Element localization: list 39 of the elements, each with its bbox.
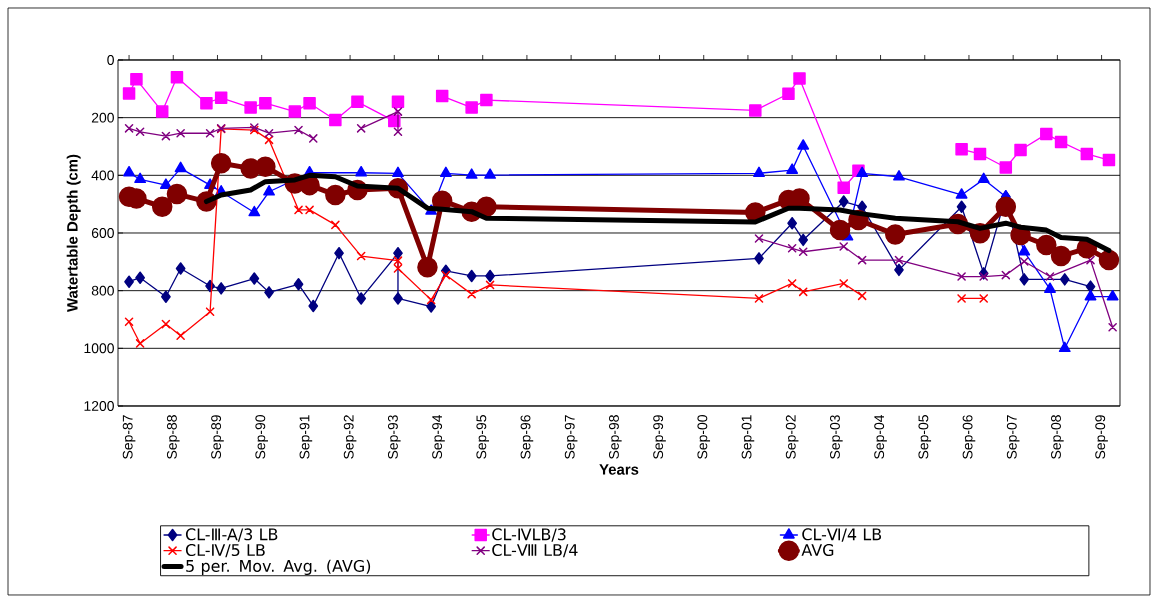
- x-tick-label: Sep-94: [432, 414, 445, 459]
- y-axis-title: Watertable Depth (cm): [66, 154, 81, 312]
- x-tick-label: Sep-87: [122, 415, 136, 459]
- legend-label: CL-Ⅲ-A/3 LB: [185, 528, 278, 542]
- y-tick-label: 1000: [84, 343, 114, 354]
- x-tick-label: Sep-09: [1095, 415, 1108, 459]
- x-tick-label: Sep-99: [653, 415, 666, 459]
- y-tick-label: 600: [91, 228, 114, 238]
- legend-label: CL-ⅣLB/3: [492, 528, 566, 542]
- x-tick-label: Sep-89: [211, 415, 224, 459]
- x-axis-title: Years: [599, 464, 639, 475]
- x-tick-label: Sep-05: [918, 415, 932, 459]
- legend-label: CL-Ⅷ LB/4: [492, 543, 578, 558]
- x-tick-label: Sep-93: [387, 415, 401, 459]
- x-tick-label: Sep-00: [697, 415, 711, 459]
- x-tick-label: Sep-88: [166, 415, 180, 459]
- x-tick-label: Sep-92: [343, 415, 357, 459]
- x-tick-label: Sep-03: [830, 415, 843, 459]
- x-tick-label: Sep-90: [255, 415, 268, 459]
- y-tick-label: 400: [91, 170, 114, 181]
- legend-label: 5 per. Mov. Avg. (AVG): [186, 559, 371, 576]
- x-tick-label: Sep-98: [608, 415, 622, 459]
- legend-label: CL-Ⅳ/5 LB: [185, 543, 265, 558]
- x-tick-label: Sep-04: [874, 414, 887, 459]
- x-tick-label: Sep-01: [741, 415, 755, 459]
- x-tick-label: Sep-07: [1006, 415, 1020, 459]
- legend-label: AVG: [801, 543, 834, 557]
- legend-label: CL-Ⅵ/4 LB: [802, 528, 882, 542]
- x-tick-label: Sep-02: [785, 415, 799, 459]
- y-tick-label: 800: [91, 285, 114, 296]
- x-tick-label: Sep-08: [1051, 415, 1064, 459]
- x-tick-label: Sep-95: [476, 415, 490, 459]
- x-tick-label: Sep-97: [564, 415, 578, 459]
- x-tick-label: Sep-91: [299, 415, 313, 459]
- x-tick-label: Sep-96: [520, 415, 534, 459]
- y-tick-label: 1200: [84, 401, 114, 411]
- y-tick-label: 200: [91, 112, 114, 123]
- x-tick-label: Sep-06: [962, 415, 976, 459]
- y-tick-label: 0: [107, 55, 114, 65]
